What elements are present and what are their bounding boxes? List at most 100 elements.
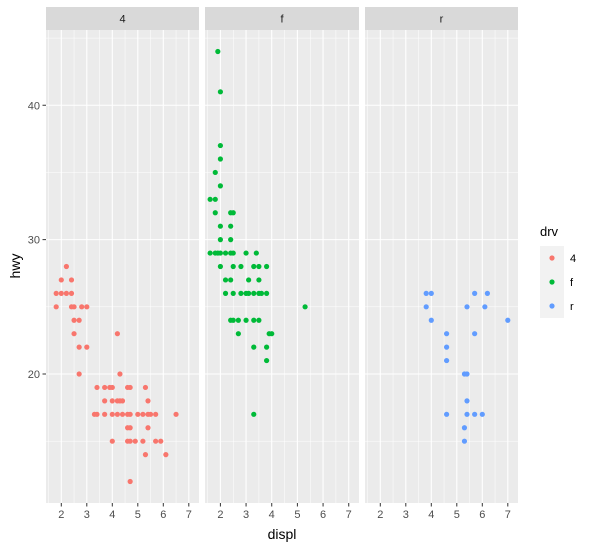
data-point — [235, 331, 241, 337]
data-point — [53, 290, 59, 296]
data-point — [461, 425, 468, 431]
data-point — [230, 263, 236, 270]
data-point — [230, 210, 236, 216]
data-point — [444, 357, 450, 364]
data-point — [217, 223, 223, 229]
data-point — [207, 250, 213, 256]
data-point — [217, 156, 223, 162]
data-point — [251, 263, 257, 270]
data-point — [484, 290, 490, 296]
data-point — [228, 223, 234, 229]
x-tick-label: 7 — [186, 509, 192, 521]
data-point — [230, 250, 236, 256]
y-tick-label: 40 — [28, 100, 40, 112]
data-point — [464, 371, 470, 377]
data-point — [68, 277, 75, 283]
data-point — [84, 344, 90, 350]
data-point — [142, 384, 149, 391]
data-point — [217, 250, 223, 256]
data-point — [258, 290, 265, 296]
data-point — [153, 438, 159, 444]
data-point — [472, 411, 478, 417]
x-tick-label: 5 — [294, 509, 300, 521]
x-tick-label: 6 — [160, 509, 166, 521]
legend-label: 4 — [570, 253, 576, 265]
data-point — [228, 277, 234, 283]
data-point — [102, 411, 108, 417]
data-point — [256, 277, 262, 283]
data-point — [94, 384, 100, 391]
data-point — [163, 452, 169, 458]
panel-f: f 2 3 4 5 6 7 — [205, 7, 359, 521]
data-point — [230, 290, 236, 296]
data-point — [207, 196, 213, 202]
data-point — [217, 263, 223, 270]
data-point — [246, 277, 252, 283]
data-point — [423, 304, 429, 310]
data-point — [102, 398, 108, 404]
data-point — [228, 237, 234, 243]
data-point — [147, 411, 154, 417]
data-point — [109, 438, 115, 444]
data-point — [243, 250, 249, 256]
data-point — [117, 371, 123, 377]
data-point — [76, 371, 82, 377]
x-tick-label: 4 — [269, 509, 275, 521]
data-point — [212, 210, 218, 216]
data-point — [140, 411, 146, 417]
data-point — [102, 384, 108, 391]
data-point — [472, 290, 478, 296]
data-point — [212, 169, 218, 176]
data-point — [256, 317, 262, 323]
panel-4-strip — [46, 7, 199, 30]
data-point — [94, 411, 100, 417]
data-point — [222, 277, 229, 283]
data-point — [145, 425, 151, 431]
data-point — [53, 304, 59, 310]
x-tick-label: 2 — [377, 509, 383, 521]
data-point — [246, 290, 252, 296]
data-point — [482, 304, 488, 310]
data-point — [109, 398, 115, 404]
data-point — [505, 317, 511, 323]
data-point — [479, 411, 485, 417]
x-tick-label: 7 — [346, 509, 352, 521]
data-point — [230, 317, 236, 323]
x-tick-label: 6 — [479, 509, 485, 521]
data-point — [217, 142, 223, 149]
data-point — [127, 438, 133, 444]
data-point — [173, 411, 179, 417]
panel-f-points — [207, 48, 308, 417]
data-point — [217, 89, 223, 95]
data-point — [142, 452, 149, 458]
panel-f-strip-label: f — [280, 14, 284, 26]
data-point — [472, 331, 478, 337]
data-point — [217, 183, 223, 189]
data-point — [269, 331, 275, 337]
legend-key-point — [549, 255, 555, 261]
legend-key-point — [549, 303, 555, 309]
x-tick-label: 5 — [454, 509, 460, 521]
panel-4-grid — [46, 30, 199, 503]
x-tick-label: 2 — [217, 509, 223, 521]
data-point — [251, 317, 257, 323]
data-point — [127, 478, 133, 485]
data-point — [119, 411, 126, 417]
data-point — [264, 263, 270, 270]
data-point — [264, 290, 270, 296]
data-point — [153, 411, 159, 417]
data-point — [109, 384, 115, 391]
data-point — [222, 250, 229, 256]
data-point — [428, 290, 434, 296]
data-point — [79, 304, 85, 310]
panel-4-x-ticks: 2 3 4 5 6 7 — [58, 503, 192, 521]
panel-r-grid — [365, 30, 518, 503]
legend-label: f — [570, 277, 574, 289]
data-point — [119, 398, 126, 404]
data-point — [109, 411, 115, 417]
data-point — [461, 438, 468, 444]
data-point — [135, 411, 141, 417]
data-point — [235, 317, 241, 323]
x-tick-label: 3 — [84, 509, 90, 521]
data-point — [127, 425, 133, 431]
